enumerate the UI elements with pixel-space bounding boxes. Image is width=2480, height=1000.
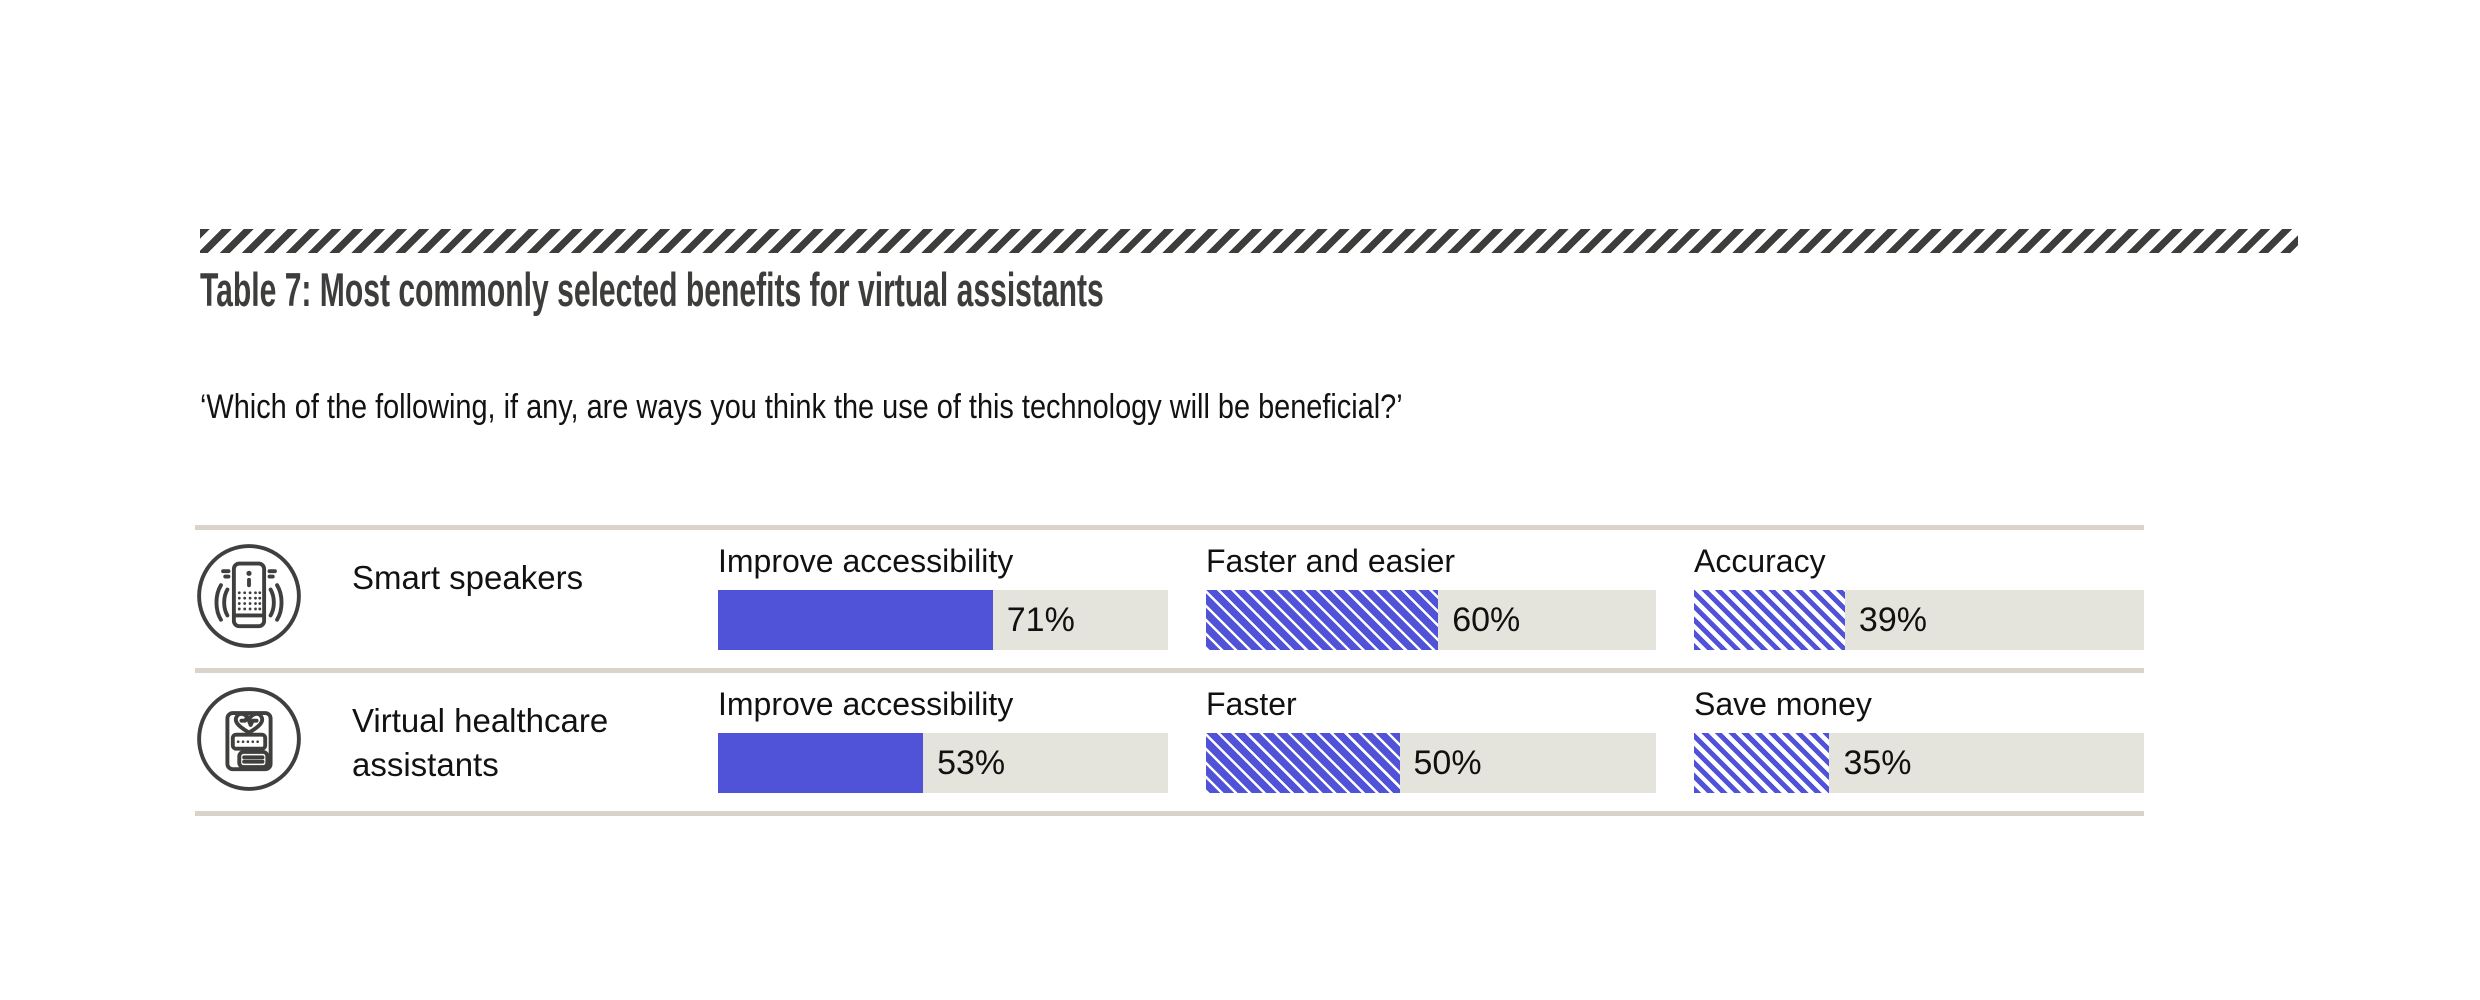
bar-track: 60% (1206, 590, 1656, 650)
benefit-bar-group: Improve accessibility 53% (718, 673, 1168, 811)
bar-fill-solid (718, 590, 993, 650)
bar-fill-dense-hatch (1206, 733, 1400, 793)
bar-track: 35% (1694, 733, 2144, 793)
bar-track: 53% (718, 733, 1168, 793)
benefit-bar-group: Faster and easier 60% (1206, 530, 1656, 668)
benefit-label: Faster and easier (1206, 543, 1456, 579)
bar-fill-solid (718, 733, 924, 793)
survey-question: ‘Which of the following, if any, are way… (200, 388, 1403, 426)
benefit-label: Faster (1206, 686, 1297, 722)
benefit-bar-group: Faster 50% (1206, 673, 1656, 811)
bar-fill-light-hatch (1694, 590, 1845, 650)
benefit-bar-group: Accuracy 39% (1694, 530, 2144, 668)
bar-track: 50% (1206, 733, 1656, 793)
smart-speaker-icon (195, 542, 303, 650)
benefit-label: Save money (1694, 686, 1872, 722)
row-category-label: Virtual healthcare assistants (352, 702, 609, 783)
bar-value-label: 60% (1452, 600, 1521, 639)
bar-fill-dense-hatch (1206, 590, 1439, 650)
benefit-bar-group: Save money 35% (1694, 673, 2144, 811)
bar-value-label: 53% (937, 743, 1006, 782)
bar-track: 71% (718, 590, 1168, 650)
benefit-label: Improve accessibility (718, 686, 1014, 722)
benefit-label: Accuracy (1694, 543, 1826, 579)
row-icon-cell (195, 673, 352, 811)
bar-fill-light-hatch (1694, 733, 1830, 793)
section-divider-hatch-rule (200, 229, 2298, 253)
table-title: Table 7: Most commonly selected benefits… (200, 263, 1104, 316)
benefit-bar-group: Improve accessibility 71% (718, 530, 1168, 668)
table-row: Virtual healthcare assistants Improve ac… (195, 668, 2144, 811)
row-icon-cell (195, 530, 352, 668)
table-row: Smart speakers Improve accessibility 71%… (195, 525, 2144, 668)
bar-value-label: 71% (1006, 600, 1075, 639)
benefits-table: Smart speakers Improve accessibility 71%… (195, 525, 2144, 816)
bar-value-label: 39% (1858, 600, 1927, 639)
row-category-label: Smart speakers (352, 559, 584, 596)
bar-value-label: 50% (1413, 743, 1482, 782)
bar-value-label: 35% (1843, 743, 1912, 782)
bar-track: 39% (1694, 590, 2144, 650)
benefit-label: Improve accessibility (718, 543, 1014, 579)
virtual-healthcare-assistant-icon (195, 685, 303, 793)
